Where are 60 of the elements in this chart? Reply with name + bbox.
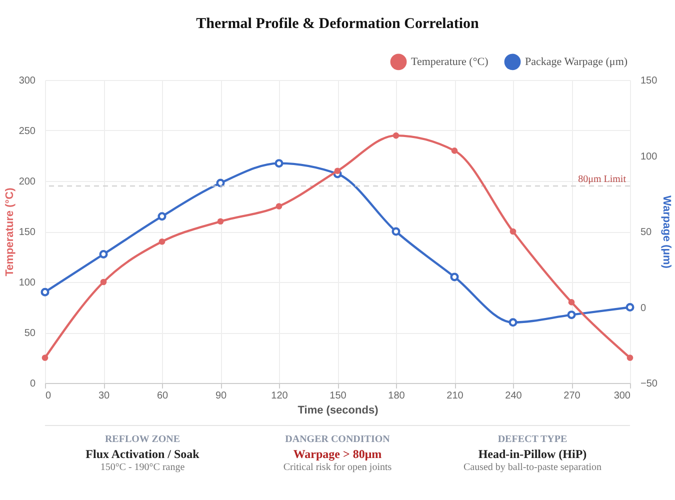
text: Head-in-Pillow (HiP) bbox=[477, 447, 588, 462]
point bbox=[274, 159, 284, 168]
x-tick-label: 60 bbox=[156, 390, 168, 402]
y-tick-label: 300 bbox=[18, 76, 36, 86]
point bbox=[40, 288, 50, 296]
x-tick-label: 30 bbox=[98, 390, 110, 402]
point bbox=[216, 178, 225, 188]
point bbox=[508, 318, 518, 327]
point bbox=[510, 228, 516, 235]
point bbox=[450, 272, 459, 282]
point bbox=[276, 203, 282, 210]
point bbox=[158, 238, 166, 245]
y2-tick-label: 0 bbox=[640, 302, 646, 314]
point bbox=[42, 354, 48, 361]
text: REFLOW ZONE bbox=[104, 434, 182, 445]
point bbox=[567, 310, 576, 320]
x-tick-label: 180 bbox=[388, 390, 406, 402]
y-tick-label: 0 bbox=[30, 378, 36, 390]
y2-tick-label: 100 bbox=[640, 151, 658, 162]
point bbox=[334, 168, 341, 174]
text: Caused by ball-to-paste separation bbox=[462, 462, 602, 473]
x-tick-label: 90 bbox=[215, 390, 227, 402]
chart-title: Thermal Profile & Deformation Correlation bbox=[196, 16, 480, 32]
x-tick-label: 210 bbox=[446, 390, 464, 402]
x-tick-label: 240 bbox=[505, 390, 522, 402]
text: Critical risk for open joints bbox=[282, 462, 393, 473]
text: Flux Activation / Soak bbox=[84, 447, 200, 462]
point bbox=[451, 148, 458, 154]
y2-tick-label: 150 bbox=[640, 76, 658, 86]
y-tick-label: 150 bbox=[18, 227, 36, 238]
x-tick-label: 0 bbox=[46, 390, 52, 402]
y-tick-label: 250 bbox=[18, 126, 36, 137]
x-tick-label: 300 bbox=[614, 390, 631, 402]
text: 150°C - 190°C range bbox=[99, 462, 186, 473]
text: Warpage > 80μm bbox=[292, 447, 383, 462]
text: DEFECT TYPE bbox=[496, 434, 568, 445]
y-tick-label: 200 bbox=[18, 176, 36, 188]
point bbox=[568, 299, 575, 306]
point bbox=[392, 227, 400, 236]
legend-label: Package Warpage (μm) bbox=[525, 56, 628, 68]
y-tick-label: 50 bbox=[24, 328, 36, 339]
x-tick-label: 270 bbox=[564, 390, 581, 402]
point bbox=[626, 302, 634, 312]
y2-axis-title: Warpage (μm) bbox=[660, 196, 672, 269]
y-axis-title: Temperature (°C) bbox=[4, 187, 16, 276]
x-tick-label: 120 bbox=[271, 390, 288, 402]
x-axis-title: Time (seconds) bbox=[298, 404, 379, 416]
point bbox=[99, 250, 108, 258]
text: DANGER CONDITION bbox=[284, 434, 391, 445]
point bbox=[217, 218, 224, 225]
point bbox=[392, 132, 400, 139]
legend-label: Temperature (°C) bbox=[411, 56, 489, 68]
point bbox=[626, 354, 634, 361]
x-tick-label: 150 bbox=[330, 390, 347, 402]
y-tick-label: 100 bbox=[18, 278, 36, 288]
point bbox=[158, 212, 166, 221]
y2-tick-label: 50 bbox=[640, 227, 652, 238]
y2-tick-label: −50 bbox=[640, 378, 658, 390]
point bbox=[100, 278, 107, 286]
ref-line-label: 80μm Limit bbox=[578, 174, 626, 186]
